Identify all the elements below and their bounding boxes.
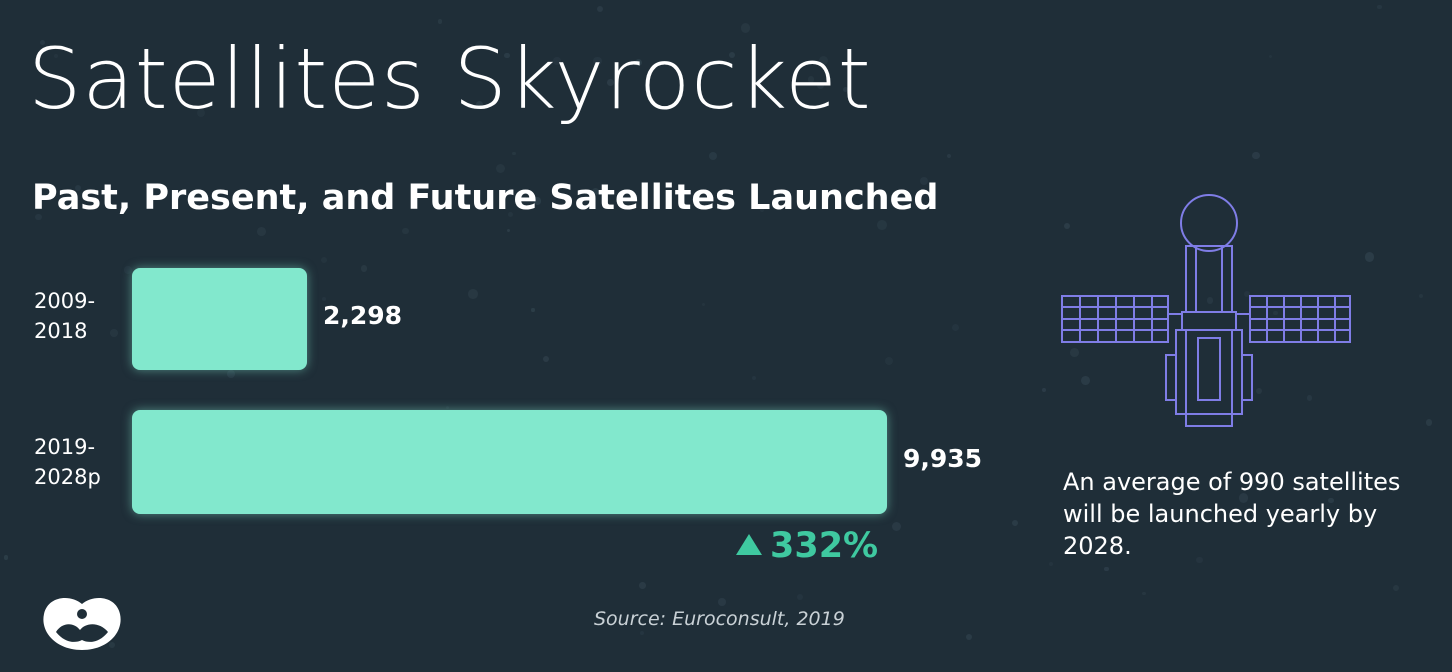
background-dot	[1012, 519, 1019, 527]
background-dot	[1425, 419, 1433, 427]
background-dot	[227, 369, 236, 378]
background-dot	[543, 356, 550, 363]
bar	[132, 268, 307, 370]
background-dot	[533, 197, 542, 205]
background-dot	[920, 176, 929, 185]
brand-logo-icon	[43, 598, 121, 650]
background-dot	[807, 76, 814, 83]
background-dot	[946, 153, 952, 158]
background-dot	[1103, 566, 1109, 572]
background-dot	[475, 101, 483, 109]
background-dot	[751, 375, 757, 381]
background-dot	[321, 257, 328, 264]
background-dot	[1256, 387, 1263, 394]
background-dot	[124, 266, 132, 274]
background-dot	[884, 356, 894, 366]
background-dot	[467, 289, 478, 299]
growth-value: 332%	[770, 526, 879, 566]
background-dot	[1244, 291, 1251, 298]
background-dot	[639, 582, 646, 589]
background-dot	[4, 555, 9, 560]
background-dot	[965, 634, 972, 641]
background-dot	[401, 227, 409, 235]
background-dot	[1081, 376, 1091, 386]
background-dot	[1238, 493, 1249, 503]
bar-value-label: 9,935	[903, 444, 983, 473]
background-dot	[891, 521, 902, 531]
background-dot	[1252, 151, 1260, 160]
background-dot	[504, 52, 510, 58]
background-dot	[759, 207, 765, 213]
background-dot	[1365, 252, 1375, 262]
chart-subtitle: Past, Present, and Future Satellites Lau…	[32, 178, 939, 218]
background-dot	[593, 56, 603, 66]
bar-value-label: 2,298	[323, 301, 403, 330]
background-dot	[1207, 297, 1214, 304]
background-dot	[818, 56, 828, 66]
background-dot	[951, 324, 959, 332]
background-dot	[1392, 584, 1399, 591]
background-dot	[108, 642, 115, 649]
background-dot	[591, 187, 599, 195]
background-dot	[1273, 310, 1278, 316]
background-dot	[446, 406, 450, 410]
background-dot	[740, 23, 751, 33]
background-dot	[1042, 388, 1047, 393]
background-dot	[1377, 4, 1383, 10]
bar	[132, 410, 887, 514]
category-label: 2019- 2028p	[34, 435, 101, 489]
background-dot	[110, 329, 118, 337]
background-dot	[143, 58, 151, 66]
background-dot	[1307, 395, 1313, 401]
background-dot	[1063, 222, 1071, 230]
category-label: 2009- 2018	[34, 289, 96, 343]
background-dot	[796, 594, 803, 601]
background-dot	[816, 81, 824, 89]
background-dot	[729, 51, 736, 58]
source-note: Source: Euroconsult, 2019	[594, 608, 845, 630]
background-dot	[1049, 561, 1053, 566]
background-dot	[1419, 294, 1424, 299]
background-dot	[553, 57, 561, 65]
background-dot	[506, 228, 510, 233]
background-dot	[39, 39, 45, 46]
background-dot	[256, 227, 266, 236]
satellite-icon	[1061, 194, 1351, 427]
background-dot	[496, 163, 506, 173]
background-dot	[353, 80, 357, 84]
background-dot	[1070, 348, 1079, 357]
background-dot	[196, 108, 206, 118]
background-dot	[34, 213, 42, 221]
background-dot	[437, 19, 443, 24]
background-dot	[74, 184, 82, 191]
background-dot	[1268, 54, 1273, 59]
background-dot	[1142, 591, 1147, 596]
growth-indicator: 332%	[736, 526, 878, 566]
background-dot	[639, 630, 644, 635]
average-note: An average of 990 satellites will be lau…	[1063, 468, 1401, 560]
background-dot	[512, 152, 516, 156]
background-dot	[701, 302, 705, 306]
background-dot	[877, 220, 887, 230]
background-dot	[53, 53, 59, 59]
background-dot	[635, 59, 643, 67]
background-dot	[531, 308, 535, 312]
page-title: Satellites Skyrocket	[28, 30, 872, 128]
background-dot	[597, 5, 604, 12]
background-dot	[718, 598, 726, 606]
background-dot	[507, 211, 513, 217]
background-dot	[360, 265, 368, 272]
background-dot	[607, 79, 614, 87]
background-dot	[842, 87, 848, 92]
background-dot	[708, 151, 717, 160]
background-dot	[1328, 497, 1334, 504]
background-dot	[1196, 556, 1203, 564]
up-triangle-icon	[736, 534, 762, 555]
background-dot	[322, 297, 327, 302]
